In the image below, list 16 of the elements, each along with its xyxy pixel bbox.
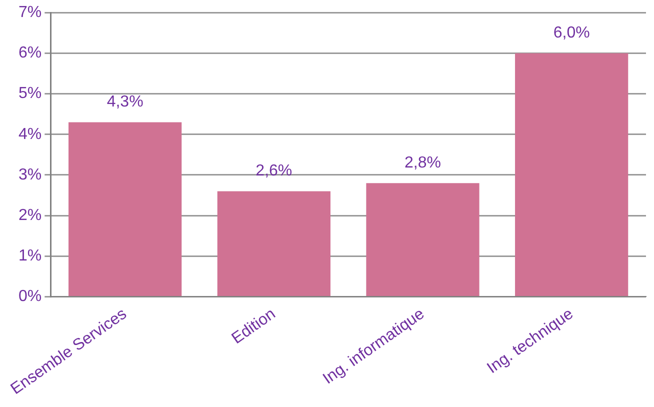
y-tick-label: 1% <box>18 248 42 265</box>
y-tick-label: 2% <box>18 206 42 224</box>
y-tick-label: 5% <box>18 85 42 102</box>
data-label: 2,8% <box>404 154 441 172</box>
y-tick-label: 3% <box>18 166 42 184</box>
bar <box>366 183 480 296</box>
y-tick-label: 4% <box>18 126 42 143</box>
data-label: 2,6% <box>256 162 292 180</box>
data-label: 6,0% <box>553 24 590 42</box>
y-tick-label: 6% <box>18 44 42 62</box>
bar <box>515 53 628 296</box>
y-tick-label: 7% <box>18 4 42 22</box>
y-tick-label: 0% <box>18 288 42 306</box>
bar <box>68 122 182 296</box>
bar <box>217 191 330 296</box>
data-label: 4,3% <box>106 94 144 111</box>
